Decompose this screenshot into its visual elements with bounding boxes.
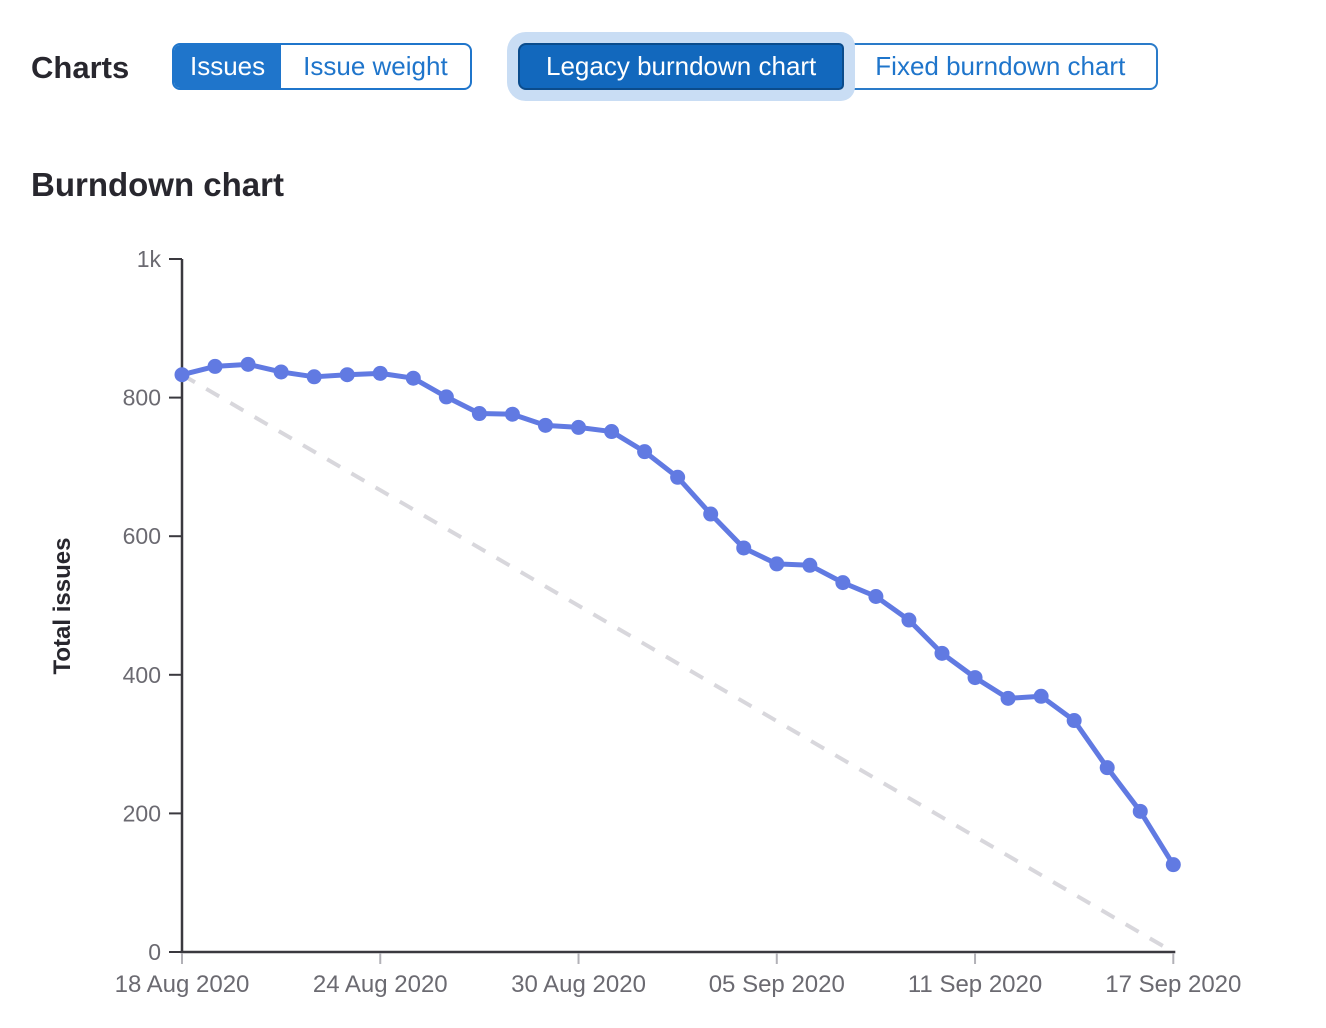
x-tick-label: 24 Aug 2020 — [313, 971, 448, 998]
data-point[interactable] — [240, 356, 256, 372]
burndown-chart-canvas: Total issues 0 200 400 600 800 1k 18 Aug 2020 2… — [49, 246, 1241, 998]
data-point[interactable] — [637, 444, 653, 460]
data-point[interactable] — [438, 389, 454, 405]
data-point[interactable] — [273, 364, 289, 380]
data-point[interactable] — [703, 506, 719, 522]
legacy-burndown-chart-button[interactable]: Legacy burndown chart — [518, 43, 845, 90]
data-point[interactable] — [174, 367, 190, 383]
y-axis-title: Total issues — [49, 538, 76, 675]
y-tick-label: 600 — [123, 523, 161, 549]
data-point[interactable] — [372, 365, 388, 381]
data-point[interactable] — [934, 645, 950, 661]
data-point[interactable] — [736, 540, 752, 556]
chart-type-toggle-group: Legacy burndown chart Fixed burndown cha… — [518, 43, 1159, 90]
data-point[interactable] — [802, 557, 818, 573]
metric-toggle-group: Issues Issue weight — [172, 43, 472, 90]
data-point[interactable] — [1165, 857, 1181, 873]
data-point[interactable] — [504, 406, 520, 422]
data-point[interactable] — [967, 670, 983, 686]
data-point[interactable] — [868, 588, 884, 604]
charts-label: Charts — [31, 50, 130, 85]
x-tick-label: 30 Aug 2020 — [511, 971, 646, 998]
x-tick-label: 11 Sep 2020 — [908, 971, 1042, 998]
x-tick-label: 17 Sep 2020 — [1105, 971, 1241, 998]
data-point[interactable] — [339, 367, 355, 383]
data-point[interactable] — [471, 406, 487, 422]
series-line-total-issues — [179, 361, 1176, 868]
data-point[interactable] — [1132, 803, 1148, 819]
data-point[interactable] — [537, 417, 553, 433]
data-point[interactable] — [604, 424, 620, 440]
data-point[interactable] — [1000, 690, 1016, 706]
data-point[interactable] — [405, 370, 421, 386]
data-point[interactable] — [670, 469, 686, 485]
data-point[interactable] — [1033, 688, 1049, 704]
y-tick-label: 800 — [123, 385, 161, 411]
y-tick-label: 200 — [123, 800, 161, 826]
y-tick-label: 0 — [148, 939, 161, 965]
x-tick-label: 18 Aug 2020 — [115, 971, 250, 998]
data-point[interactable] — [571, 419, 587, 435]
fixed-burndown-chart-button[interactable]: Fixed burndown chart — [844, 43, 1159, 90]
data-point[interactable] — [835, 575, 851, 591]
guideline-ideal-burndown — [180, 373, 1175, 954]
data-point[interactable] — [207, 358, 223, 374]
data-point[interactable] — [1099, 760, 1115, 776]
data-point[interactable] — [901, 612, 917, 628]
data-point[interactable] — [1066, 713, 1082, 729]
page-title: Burndown chart — [31, 166, 284, 203]
x-tick-label: 05 Sep 2020 — [709, 971, 845, 998]
y-tick-label: 400 — [123, 662, 161, 688]
issue-weight-toggle-button[interactable]: Issue weight — [281, 45, 470, 88]
data-point[interactable] — [769, 556, 785, 572]
data-point[interactable] — [306, 369, 322, 385]
issues-toggle-button[interactable]: Issues — [174, 45, 282, 88]
y-tick-label: 1k — [137, 246, 162, 272]
